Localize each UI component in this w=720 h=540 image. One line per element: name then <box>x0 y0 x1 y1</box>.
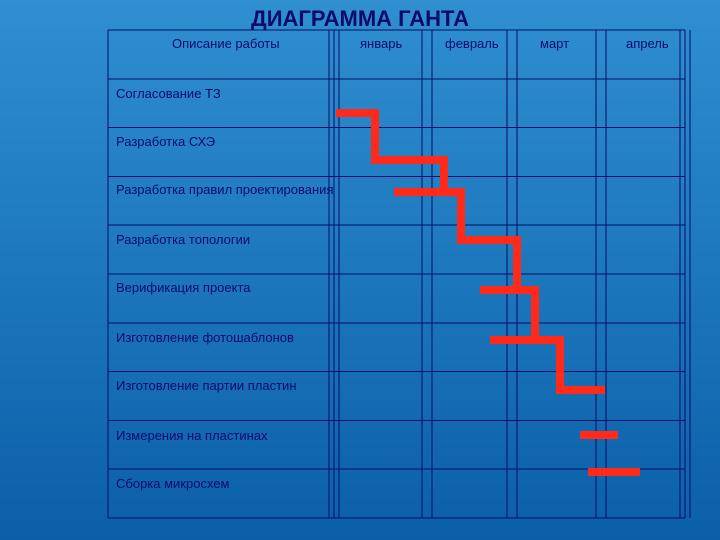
gantt-bar-path <box>336 113 640 472</box>
header-label: Описание работы <box>172 36 280 51</box>
month-label-3: апрель <box>626 36 669 51</box>
task-label-2: Разработка правил проектирования <box>116 182 333 197</box>
gantt-grid <box>0 0 720 540</box>
month-label-1: февраль <box>445 36 499 51</box>
task-label-0: Согласование ТЗ <box>116 86 221 101</box>
task-label-7: Измерения на пластинах <box>116 428 268 443</box>
gantt-bars <box>336 113 640 472</box>
task-label-6: Изготовление партии пластин <box>116 378 297 393</box>
month-label-2: март <box>540 36 569 51</box>
task-label-3: Разработка топологии <box>116 232 250 247</box>
task-label-4: Верификация проекта <box>116 280 251 295</box>
task-label-8: Сборка микросхем <box>116 476 229 491</box>
month-label-0: январь <box>360 36 402 51</box>
task-label-1: Разработка СХЭ <box>116 134 215 149</box>
gantt-stage: ДИАГРАММА ГАНТА Описание работыянварьфев… <box>0 0 720 540</box>
task-label-5: Изготовление фотошаблонов <box>116 330 294 345</box>
